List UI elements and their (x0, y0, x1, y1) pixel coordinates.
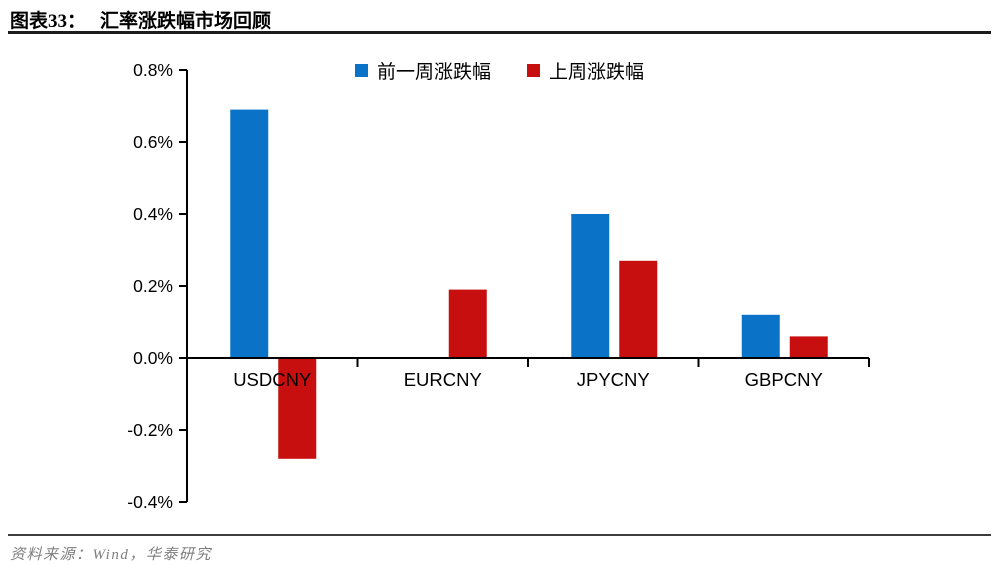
x-axis-category-label: JPYCNY (577, 369, 650, 390)
x-axis-category-label: USDCNY (233, 369, 311, 390)
title-divider (8, 31, 991, 34)
legend-swatch-icon (527, 64, 540, 77)
bar-chart: 0.8% 0.6% 0.4% 0.2% 0.0% -0.2% -0.4% USDCNY EURC… (127, 60, 870, 512)
x-axis-category-label: EURCNY (404, 369, 482, 390)
footer-divider (8, 534, 991, 536)
legend-label: 前一周涨跌幅 (376, 62, 491, 83)
y-axis-tick-label: -0.4% (127, 492, 173, 512)
bar-eurcny-series-1 (448, 289, 487, 358)
bar-jpycny-series-0 (571, 214, 610, 358)
x-axis-category-label: GBPCNY (745, 369, 823, 390)
y-axis-tick-label: 0.8% (133, 60, 173, 80)
y-axis-tick-label: 0.0% (133, 348, 173, 368)
legend-swatch-icon (354, 64, 368, 77)
legend-label: 上周涨跌幅 (549, 62, 645, 83)
legend-item-0[interactable]: 前一周涨跌幅 (354, 57, 491, 84)
chart-legend: 前一周涨跌幅 上周涨跌幅 (0, 57, 999, 84)
bar-usdcny-series-0 (230, 109, 269, 358)
source-note: 资料来源：Wind，华泰研究 (10, 547, 212, 563)
figure-number: 图表33： (10, 11, 87, 32)
figure-header: 图表33： 汇率涨跌幅市场回顾 (10, 6, 271, 33)
figure-title: 汇率涨跌幅市场回顾 (100, 11, 272, 32)
y-axis-tick-label: 0.4% (133, 204, 173, 224)
bar-jpycny-series-1 (619, 260, 658, 358)
bar-gbpcny-series-1 (789, 336, 828, 358)
bar-usdcny-series-1 (278, 358, 317, 459)
bar-gbpcny-series-0 (741, 314, 780, 358)
y-axis-tick-label: 0.2% (133, 276, 173, 296)
y-axis-tick-label: -0.2% (127, 420, 173, 440)
y-axis-tick-label: 0.6% (133, 132, 173, 152)
legend-item-1[interactable]: 上周涨跌幅 (527, 57, 644, 84)
